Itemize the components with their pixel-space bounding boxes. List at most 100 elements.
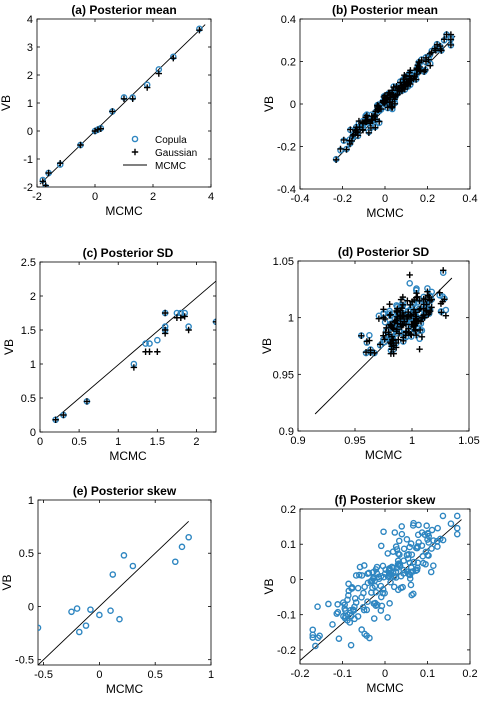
copula-point xyxy=(424,529,432,537)
copula-point xyxy=(329,621,336,628)
chart-title: (d) Posterior SD xyxy=(338,245,430,259)
mcmc-reference-line xyxy=(39,24,206,185)
gaussian-point xyxy=(347,126,354,133)
gaussian-point xyxy=(387,94,394,101)
y-axis-label: VB xyxy=(262,96,276,112)
copula-point xyxy=(423,522,430,530)
gaussian-point xyxy=(364,115,371,123)
gaussian-point xyxy=(425,311,432,318)
y-tick-label: -0.2 xyxy=(277,142,296,154)
legend-gaussian-label: Gaussian xyxy=(155,148,197,159)
legend: Copula Gaussian MCMC xyxy=(123,135,197,172)
copula-point xyxy=(453,530,461,538)
gaussian-point xyxy=(376,341,384,348)
gaussian-point xyxy=(389,336,397,344)
y-tick-label: 2 xyxy=(30,291,36,303)
x-axis-label: MCMC xyxy=(109,449,147,463)
copula-point xyxy=(345,580,352,588)
y-tick-label: 1.5 xyxy=(21,325,36,337)
gaussian-point xyxy=(416,297,423,305)
copula-point xyxy=(364,598,371,606)
copula-point xyxy=(433,537,441,545)
copula-point xyxy=(406,543,413,551)
panel-b: -0.4 -0.2 0 0.2 0.4 -0.4 -0.2 0 0.2 0.4 (b) Poster… xyxy=(262,3,478,220)
copula-point xyxy=(340,612,347,620)
x-tick-label: -2 xyxy=(32,191,42,203)
x-tick-label: 0 xyxy=(37,436,43,448)
gaussian-point xyxy=(400,337,407,345)
x-tick-label: 0 xyxy=(382,668,388,680)
copula-point xyxy=(384,614,391,621)
copula-point xyxy=(372,566,380,573)
copula-point xyxy=(387,578,394,586)
gaussian-point xyxy=(399,301,407,309)
copula-point xyxy=(380,573,388,581)
gaussian-point xyxy=(382,328,389,336)
copula-point xyxy=(171,558,179,566)
y-tick-label: -2 xyxy=(23,182,33,194)
gaussian-point xyxy=(403,313,411,321)
copula-point xyxy=(447,520,455,527)
copula-point xyxy=(384,550,392,557)
gaussian-point xyxy=(424,288,431,295)
gaussian-point xyxy=(393,328,400,335)
x-tick-label: 1 xyxy=(115,436,121,448)
gaussian-point xyxy=(388,103,395,110)
gaussian-point xyxy=(388,333,396,340)
gaussian-point xyxy=(380,314,387,321)
gaussian-point xyxy=(412,331,420,339)
y-tick-label: 1 xyxy=(27,98,33,110)
gaussian-point xyxy=(371,111,379,119)
copula-point xyxy=(341,601,348,609)
panel-e: -0.5 0 0.5 1 -0.5 0 0.5 1 (e) Posterior skew MCMC… xyxy=(0,484,214,696)
gaussian-point xyxy=(97,125,104,132)
gaussian-point xyxy=(396,313,404,320)
panel-c: 0 0.5 1 1.5 2 0 0.5 1 1.5 2 2.5 (c) Posterior SD MCM… xyxy=(2,246,217,463)
x-tick-label: 1 xyxy=(409,435,415,447)
copula-point xyxy=(407,540,415,547)
copula-point xyxy=(360,589,367,597)
copula-point xyxy=(354,613,362,620)
copula-point xyxy=(406,575,414,582)
gaussian-point xyxy=(376,118,383,125)
x-tick-label: 2 xyxy=(150,191,156,203)
y-tick-label: 0 xyxy=(28,601,34,613)
gaussian-point xyxy=(406,69,413,76)
x-tick-label: 1 xyxy=(208,669,214,681)
copula-point xyxy=(154,336,161,344)
copula-point xyxy=(109,571,117,578)
gaussian-point xyxy=(422,66,429,74)
copula-point xyxy=(316,632,323,640)
copula-point xyxy=(439,512,447,520)
copula-point xyxy=(359,603,367,611)
gaussian-point xyxy=(365,129,373,136)
copula-point xyxy=(427,568,435,576)
gaussian-point xyxy=(146,348,153,355)
copula-point xyxy=(87,606,94,613)
gaussian-point xyxy=(393,308,401,316)
gaussian-point xyxy=(440,36,448,43)
copula-point xyxy=(82,622,90,629)
gaussian-point xyxy=(399,293,407,301)
gaussian-point xyxy=(155,70,162,77)
chart-title: (f) Posterior skew xyxy=(335,493,436,507)
gaussian-point xyxy=(443,31,450,38)
copula-point xyxy=(413,544,421,552)
gaussian-point xyxy=(120,95,128,102)
copula-point xyxy=(398,530,406,538)
gaussian-point xyxy=(343,146,350,153)
copula-point xyxy=(405,550,412,558)
y-tick-label: -0.5 xyxy=(15,655,34,667)
gaussian-point xyxy=(406,271,413,279)
copula-point xyxy=(178,543,186,551)
gaussian-point xyxy=(389,103,396,111)
y-axis-label: VB xyxy=(260,338,274,354)
gaussian-point xyxy=(366,337,373,344)
copula-point xyxy=(406,280,414,287)
y-tick-label: 0.4 xyxy=(281,14,296,26)
gaussian-point xyxy=(421,314,428,321)
copula-point xyxy=(418,529,426,536)
y-tick-label: 3 xyxy=(27,42,33,54)
copula-point xyxy=(380,528,387,536)
gaussian-point xyxy=(130,364,138,371)
